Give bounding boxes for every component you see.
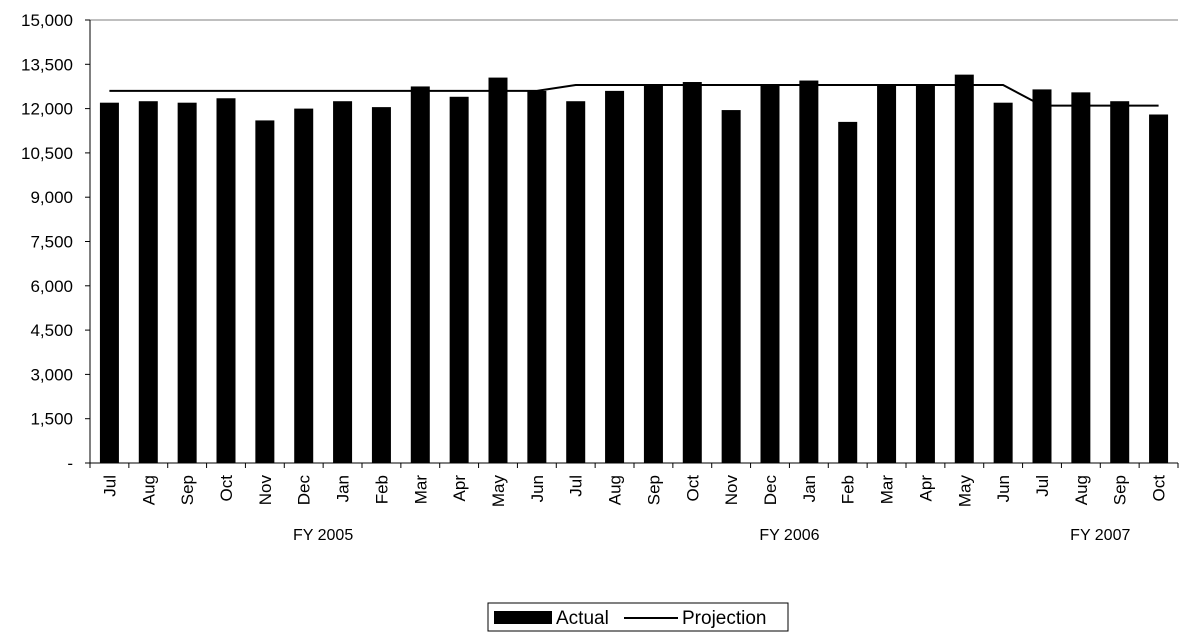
x-tick-label: Oct [1150, 475, 1169, 502]
bar-actual [838, 121, 858, 463]
y-tick-label: 10,500 [21, 144, 73, 163]
x-tick-label: Jun [994, 475, 1013, 502]
bar-actual [216, 98, 236, 463]
x-tick-label: Sep [1111, 475, 1130, 505]
bar-actual [488, 77, 508, 463]
x-tick-label: Dec [761, 475, 780, 506]
y-tick-label: 3,000 [30, 365, 73, 384]
x-tick-label: Jul [567, 475, 586, 497]
x-tick-label: Aug [1072, 475, 1091, 505]
fiscal-year-label: FY 2005 [293, 527, 353, 544]
y-tick-label: 6,000 [30, 277, 73, 296]
bar-actual [294, 108, 314, 463]
bar-actual [410, 86, 430, 463]
x-tick-label: Jul [1033, 475, 1052, 497]
legend-actual-label: Actual [556, 608, 609, 629]
x-tick-label: Dec [295, 475, 314, 506]
bar-actual [371, 107, 391, 463]
x-tick-label: Sep [644, 475, 663, 505]
x-tick-label: Jul [100, 475, 119, 497]
y-tick-label: 1,500 [30, 410, 73, 429]
bar-actual [1149, 114, 1169, 464]
y-tick-label: 4,500 [30, 321, 73, 340]
bar-actual [527, 90, 547, 463]
x-tick-label: Nov [256, 475, 275, 506]
bar-actual [566, 101, 586, 463]
fiscal-year-label: FY 2006 [759, 527, 819, 544]
bar-actual [993, 102, 1013, 464]
x-tick-label: Feb [839, 475, 858, 504]
x-tick-label: Mar [878, 475, 897, 505]
y-tick-label: 15,000 [21, 11, 73, 30]
bar-actual [643, 84, 663, 464]
projection-line [109, 84, 1159, 107]
bar-actual [877, 84, 897, 464]
x-tick-label: May [955, 475, 974, 508]
bar-actual [760, 84, 780, 464]
bar-actual [449, 96, 469, 463]
x-tick-label: Sep [178, 475, 197, 505]
legend-projection-label: Projection [682, 608, 767, 629]
bar-actual [1110, 101, 1130, 463]
bar-actual [255, 120, 275, 463]
x-tick-label: May [489, 475, 508, 508]
x-tick-label: Apr [916, 475, 935, 502]
x-tick-label: Aug [139, 475, 158, 505]
bar-actual [1032, 89, 1052, 464]
x-tick-label: Apr [450, 475, 469, 502]
y-tick-label: 13,500 [21, 55, 73, 74]
y-tick-label: 12,000 [21, 100, 73, 119]
x-tick-label: Jan [800, 475, 819, 502]
x-tick-label: Aug [606, 475, 625, 505]
bar-actual [682, 82, 702, 464]
bar-actual [177, 102, 197, 464]
bar-actual [333, 101, 353, 463]
x-tick-label: Jan [334, 475, 353, 502]
x-tick-label: Oct [217, 475, 236, 502]
legend-actual-swatch [494, 611, 552, 624]
bar-actual [954, 74, 974, 464]
y-tick-label: - [67, 454, 73, 473]
y-tick-label: 9,000 [30, 188, 73, 207]
x-tick-label: Mar [411, 475, 430, 505]
x-tick-label: Jun [528, 475, 547, 502]
y-tick-label: 7,500 [30, 233, 73, 252]
x-tick-label: Nov [722, 475, 741, 506]
bar-actual [799, 80, 819, 463]
bar-actual [605, 90, 625, 463]
bar-actual [915, 84, 935, 464]
x-tick-label: Feb [372, 475, 391, 504]
bar-actual [1071, 92, 1091, 464]
fiscal-year-label: FY 2007 [1070, 527, 1130, 544]
bar-actual [721, 110, 741, 464]
bar-actual [99, 102, 119, 464]
x-tick-label: Oct [683, 475, 702, 502]
bar-actual [138, 101, 158, 463]
